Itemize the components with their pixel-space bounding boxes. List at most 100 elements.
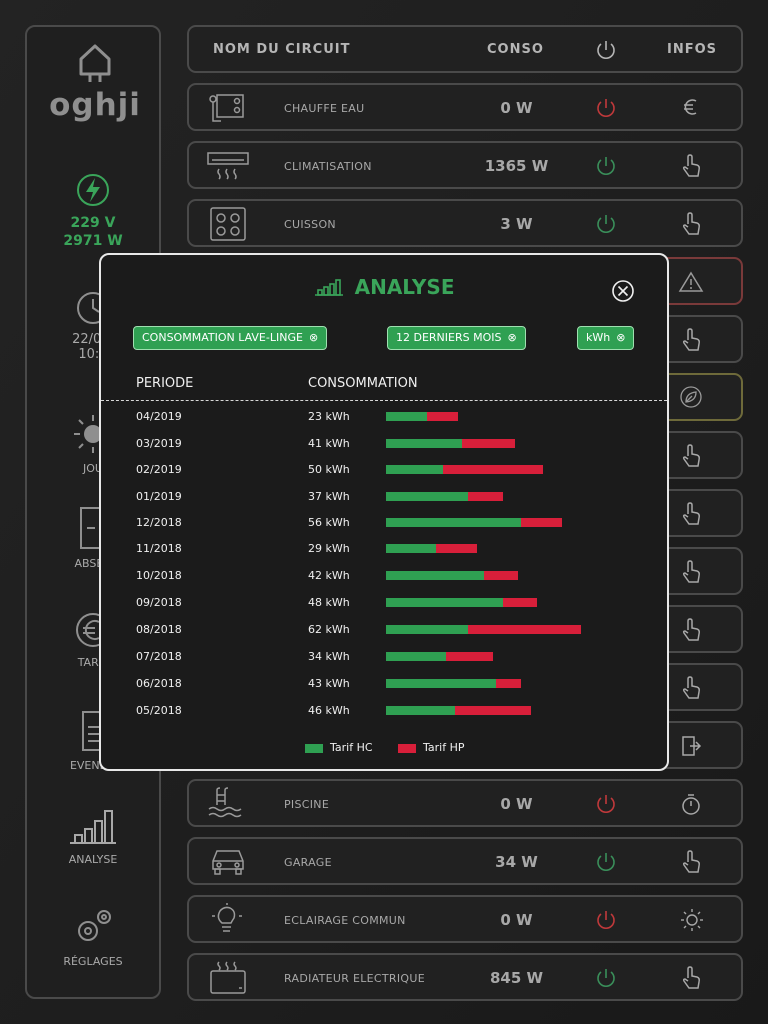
period-label: 08/2018 — [136, 623, 182, 636]
stacked-bar — [386, 412, 459, 421]
bar-segment-hc — [386, 571, 484, 580]
filter-chip-unit[interactable]: kWh ⊗ — [577, 326, 635, 350]
exit-icon[interactable] — [680, 734, 702, 758]
circuit-row-garage[interactable]: GARAGE 34 W — [187, 837, 743, 885]
chart-row: 02/2019 50 kWh — [101, 463, 667, 489]
stacked-bar — [386, 465, 544, 474]
dashed-divider — [101, 400, 667, 401]
period-label: 03/2019 — [136, 437, 182, 450]
circuit-name: RADIATEUR ELECTRIQUE — [284, 972, 425, 985]
circuit-conso: 845 W — [489, 969, 544, 987]
chart-row: 01/2019 37 kWh — [101, 490, 667, 516]
analyse-nav[interactable]: ANALYSE — [27, 807, 159, 866]
period-label: 11/2018 — [136, 542, 182, 555]
stacked-bar — [386, 625, 582, 634]
chart-row: 08/2018 62 kWh — [101, 623, 667, 649]
stacked-bar — [386, 571, 519, 580]
bar-segment-hp — [521, 518, 563, 527]
circuit-row-chauffe-eau[interactable]: CHAUFFE EAU 0 W — [187, 83, 743, 131]
bar-segment-hc — [386, 492, 468, 501]
consumption-label: 34 kWh — [308, 650, 350, 663]
water-heater-icon — [209, 94, 244, 122]
chart-row: 11/2018 29 kWh — [101, 542, 667, 568]
consumption-label: 37 kWh — [308, 490, 350, 503]
chip-label: kWh — [586, 331, 611, 344]
legend-hc: Tarif HC — [305, 741, 373, 754]
period-label: 09/2018 — [136, 596, 182, 609]
modal-title-text: ANALYSE — [354, 275, 455, 299]
circuit-name: GARAGE — [284, 856, 332, 869]
circuit-name: PISCINE — [284, 798, 330, 811]
hand-pointer-icon[interactable] — [680, 676, 702, 700]
bar-chart-icon — [314, 279, 343, 296]
bar-segment-hp — [442, 465, 544, 474]
circuit-row-radiateur-electrique[interactable]: RADIATEUR ELECTRIQUE 845 W — [187, 953, 743, 1001]
circuit-row-eclairage-commun[interactable]: ECLAIRAGE COMMUN 0 W — [187, 895, 743, 943]
circuit-conso: 0 W — [500, 795, 533, 813]
consumption-label: 43 kWh — [308, 677, 350, 690]
power-on-icon[interactable] — [595, 155, 617, 177]
legend-hp: Tarif HP — [398, 741, 465, 754]
analyse-modal: ANALYSE CONSOMMATION LAVE-LINGE ⊗ 12 DERN… — [99, 253, 669, 771]
bar-segment-hc — [386, 625, 468, 634]
chip-label: CONSOMMATION LAVE-LINGE — [142, 331, 303, 344]
hand-pointer-icon[interactable] — [680, 966, 702, 990]
consumption-label: 62 kWh — [308, 623, 350, 636]
lightning-icon — [77, 174, 109, 206]
bar-segment-hc — [386, 439, 462, 448]
circuit-conso: 34 W — [495, 853, 538, 871]
column-header-conso: CONSOMMATION — [308, 376, 418, 391]
filter-chip-circuit[interactable]: CONSOMMATION LAVE-LINGE ⊗ — [133, 326, 328, 350]
consumption-label: 42 kWh — [308, 569, 350, 582]
circuit-conso: 0 W — [500, 99, 533, 117]
chart-row: 07/2018 34 kWh — [101, 650, 667, 676]
bar-chart-icon — [70, 810, 116, 844]
hand-pointer-icon[interactable] — [680, 502, 702, 526]
timer-icon[interactable] — [680, 792, 702, 816]
stacked-bar — [386, 679, 522, 688]
power-off-icon[interactable] — [595, 793, 617, 815]
circuit-row-climatisation[interactable]: CLIMATISATION 1365 W — [187, 141, 743, 189]
consumption-label: 46 kWh — [308, 704, 350, 717]
modal-title: ANALYSE — [101, 275, 667, 299]
power-on-icon[interactable] — [595, 851, 617, 873]
euro-icon[interactable] — [680, 96, 702, 118]
bar-segment-hp — [445, 652, 494, 661]
bar-segment-hp — [461, 439, 516, 448]
chip-remove-icon[interactable]: ⊗ — [616, 331, 626, 344]
car-icon — [212, 850, 244, 875]
circuit-row-piscine[interactable]: PISCINE 0 W — [187, 779, 743, 827]
close-icon[interactable] — [611, 279, 635, 303]
power-on-icon[interactable] — [595, 213, 617, 235]
settings-nav[interactable]: RÉGLAGES — [27, 905, 159, 968]
hand-pointer-icon[interactable] — [680, 328, 702, 352]
hand-pointer-icon[interactable] — [680, 618, 702, 642]
hand-pointer-icon[interactable] — [680, 850, 702, 874]
hand-pointer-icon[interactable] — [680, 154, 702, 178]
leaf-icon[interactable] — [680, 386, 702, 408]
power-off-icon[interactable] — [595, 97, 617, 119]
logo: oghji — [27, 41, 163, 123]
hand-pointer-icon[interactable] — [680, 560, 702, 584]
filter-chip-period[interactable]: 12 DERNIERS MOIS ⊗ — [387, 326, 526, 350]
chip-remove-icon[interactable]: ⊗ — [308, 331, 319, 344]
bar-segment-hp — [455, 706, 531, 715]
house-plug-icon — [79, 44, 111, 82]
hand-pointer-icon[interactable] — [680, 444, 702, 468]
circuit-name: CHAUFFE EAU — [284, 102, 365, 115]
stacked-bar — [386, 598, 538, 607]
circuit-row-cuisson[interactable]: CUISSON 3 W — [187, 199, 743, 247]
power-off-icon[interactable] — [595, 909, 617, 931]
period-label: 05/2018 — [136, 704, 182, 717]
consumption-label: 56 kWh — [308, 516, 350, 529]
bar-segment-hc — [386, 518, 522, 527]
warning-icon[interactable] — [678, 271, 704, 293]
sun-icon[interactable] — [680, 908, 704, 932]
hand-pointer-icon[interactable] — [680, 212, 702, 236]
power-on-icon[interactable] — [595, 967, 617, 989]
bar-segment-hp — [496, 679, 522, 688]
chip-remove-icon[interactable]: ⊗ — [507, 331, 517, 344]
chart-row: 05/2018 46 kWh — [101, 704, 667, 730]
chart-row: 06/2018 43 kWh — [101, 677, 667, 703]
circuit-conso: 0 W — [500, 911, 533, 929]
